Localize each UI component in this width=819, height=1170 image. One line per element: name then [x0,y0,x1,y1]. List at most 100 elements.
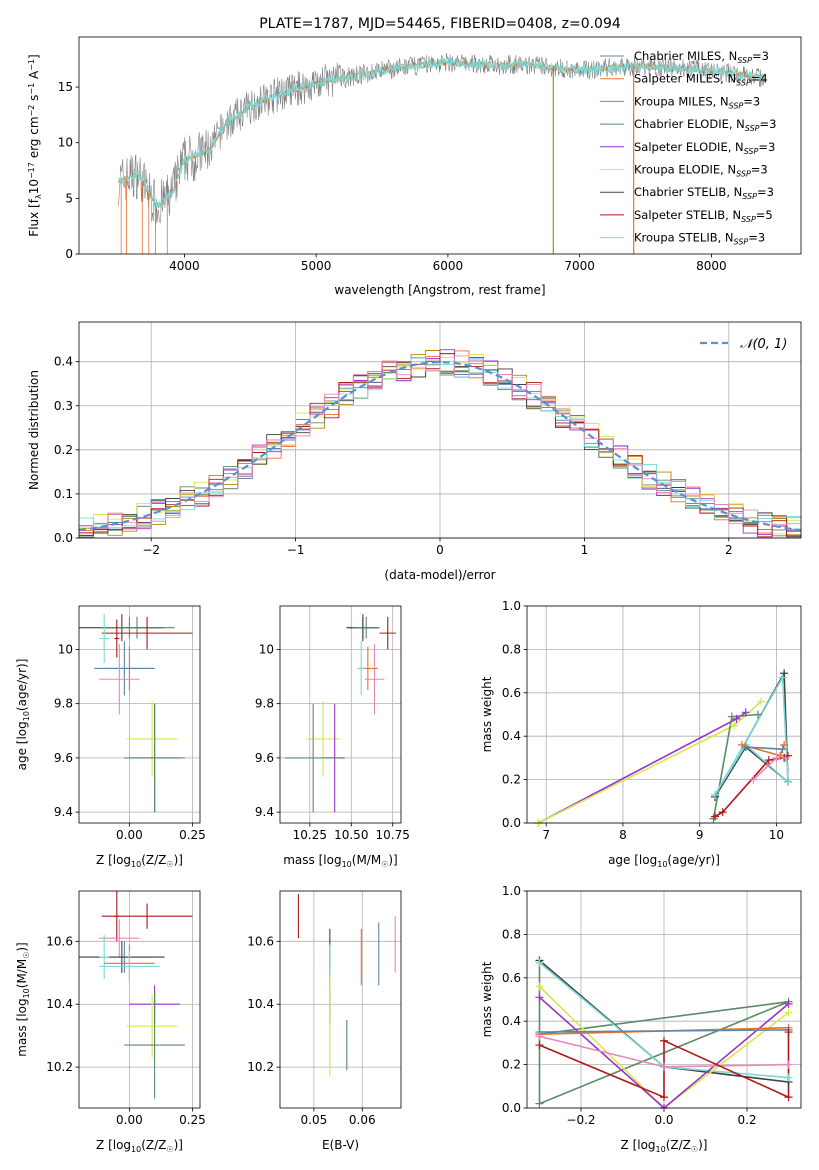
x-tick-label: −0.2 [566,1113,595,1127]
y-tick-label: 10.4 [46,997,73,1011]
y-tick-label: 5 [65,191,73,205]
weight-marker [741,743,750,752]
weight-marker [764,756,773,765]
weight-marker [784,1028,793,1037]
y-tick-label: 10.2 [247,1060,274,1074]
x-tick-label: 10.25 [293,828,327,842]
y-tick-label: 9.8 [54,697,73,711]
legend-label: Salpeter MILES, NSSP=4 [634,72,768,88]
errorbar-point [124,991,185,1099]
y-tick-label: 0.4 [54,355,73,369]
x-tick-label: 6000 [433,259,464,273]
axes-weight-vs-age: 7 8 9 10 0.0 0.2 0.4 0.6 0.8 1.0 age [log10(age/yr… [480,599,802,869]
y-tick-label: 10.2 [46,1060,73,1074]
weight-marker [741,708,750,717]
errorbar-point [284,703,342,813]
x-tick-label: 5000 [301,259,332,273]
y-tick-label: 0.0 [54,531,73,545]
y-axis-label: mass weight [480,676,494,752]
axes-mass-vs-ebv: 0.05 0.06 10.2 10.4 10.6 E(B-V) [247,890,402,1152]
legend-label: 𝒩(0, 1) [740,337,787,352]
histogram-series-pink [79,355,801,530]
x-axis-label: Z [log10(Z/Z☉)] [96,1138,183,1154]
weight-marker [778,745,787,754]
weight-marker [784,1008,793,1017]
grid [79,891,200,1108]
weight-marker [784,999,793,1008]
weight-marker [660,1093,668,1102]
y-tick-label: 0.8 [502,927,521,941]
legend-label: Kroupa ELODIE, NSSP=3 [634,163,768,179]
x-tick-label: 10 [769,828,784,842]
errorbar-point [101,616,193,650]
x-tick-label: 10.75 [376,828,410,842]
weight-marker [711,790,720,799]
plot-area [297,894,396,1077]
legend-label: Kroupa MILES, NSSP=3 [634,94,760,110]
weight-marker [660,1036,668,1045]
weight-marker [535,1032,544,1041]
weight-marker [730,721,739,730]
errorbar-point [99,935,110,980]
plot-area [538,670,789,823]
y-tick-label: 15 [58,80,73,94]
grid [79,606,200,823]
errorbar-point [357,641,365,696]
weight-series-salp_elodie [538,711,747,823]
grid [280,606,401,823]
x-tick-label: 10.50 [334,828,368,842]
legend-label: Chabrier MILES, NSSP=3 [634,49,769,65]
y-tick-label: 0.2 [502,773,521,787]
y-tick-label: 0.4 [502,729,521,743]
weight-series-salp_stelib [714,755,789,818]
legend-label: Salpeter ELODIE, NSSP=3 [634,140,775,156]
y-tick-label: 1.0 [502,599,521,613]
y-tick-label: 9.8 [255,697,274,711]
axes-frame [279,605,402,824]
y-tick-label: 10 [58,642,73,656]
y-tick-label: 0.2 [502,1058,521,1072]
x-tick-label: 7000 [564,259,595,273]
x-tick-label: 2 [725,543,733,557]
weight-marker [757,697,766,706]
y-tick-label: 10.6 [247,934,274,948]
errorbar-point [364,643,385,715]
legend-label: Salpeter STELIB, NSSP=5 [634,208,773,224]
x-axis-label: Z [log10(Z/Z☉)] [96,853,183,869]
axes-frame [78,605,201,824]
errorbar-point [126,994,178,1058]
y-tick-label: 9.6 [255,751,274,765]
y-tick-label: 10 [58,136,73,150]
axes-residual-histogram: −2 −1 0 1 2 0.0 0.1 0.2 0.3 0.4 (data-model)/error… [27,321,802,582]
errorbar-point [306,700,340,777]
weight-marker [784,1093,793,1102]
y-axis-label: age [log10(age/yr)] [15,659,31,771]
errorbar-point [99,643,140,715]
y-tick-label: 0.3 [54,399,73,413]
y-tick-label: 0.6 [502,971,521,985]
weight-marker [718,808,727,817]
x-axis-label: Z [log10(Z/Z☉)] [621,1138,708,1154]
x-axis-label: mass [log10(M/M☉)] [283,853,398,869]
weight-marker [780,669,789,678]
axes-weight-vs-Z: −0.2 0.0 0.2 0.0 0.2 0.4 0.6 0.8 1.0 Z [log10(Z/Z… [480,884,802,1154]
weight-marker [535,993,544,1002]
x-tick-label: 8000 [696,259,727,273]
axes-age-vs-mass: 10.25 10.50 10.75 9.4 9.6 9.8 10 mass [log10(M/… [255,605,410,869]
x-tick-label: 0.2 [737,1113,756,1127]
axes-spectrum: 4000 5000 6000 7000 8000 0 5 10 15 PLATE=1787, MJ… [27,16,802,297]
weight-marker [784,1060,793,1069]
weight-marker [781,753,790,762]
model-spectrum-line [118,57,765,210]
x-tick-label: 0.00 [116,828,143,842]
weight-marker [727,712,736,721]
errorbar-point [79,941,165,973]
errorbar-point [379,616,397,650]
y-tick-label: 0.0 [502,816,521,830]
plot-area [284,614,397,813]
weight-marker [754,710,763,719]
y-tick-label: 0 [65,247,73,261]
weight-series-salp_elodie [538,996,790,1108]
grid [280,891,401,1108]
y-tick-label: 1.0 [502,884,521,898]
